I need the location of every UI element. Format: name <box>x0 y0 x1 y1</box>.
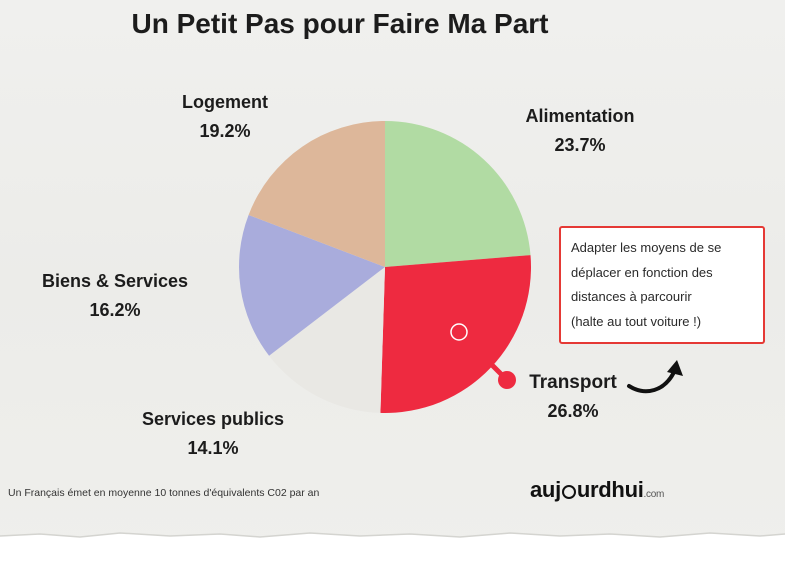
pie-slice-services-publics <box>269 267 385 413</box>
slice-label-alimentation: Alimentation 23.7% <box>495 102 665 160</box>
slice-label-services-publics: Services publics 14.1% <box>118 405 308 463</box>
pie-chart <box>239 121 531 414</box>
callout-line: distances à parcourir <box>571 289 692 304</box>
slice-name: Alimentation <box>525 106 635 126</box>
curved-arrow-icon <box>627 360 683 394</box>
slice-value: 16.2% <box>89 300 141 320</box>
callout-line: (halte au tout voiture !) <box>571 313 702 329</box>
slice-label-biens-services: Biens & Services 16.2% <box>20 267 210 325</box>
pie-slice-alimentation <box>385 121 531 267</box>
slice-value: 26.8% <box>547 401 599 421</box>
slice-label-transport: Transport 26.8% <box>518 368 628 426</box>
transport-advice-callout: Adapter les moyens de se déplacer en fon… <box>559 226 765 344</box>
slice-name: Biens & Services <box>41 271 189 291</box>
slice-value: 23.7% <box>554 135 606 155</box>
aujourdhui-logo: auj urdhui.com <box>530 477 665 502</box>
transport-leader-line <box>450 323 516 389</box>
pie-slice-biens-services <box>239 214 385 356</box>
callout-line: déplacer en fonction des <box>571 264 713 280</box>
slice-name: Transport <box>529 372 617 393</box>
slice-name: Services publics <box>141 409 285 429</box>
slice-label-logement: Logement 19.2% <box>145 88 305 146</box>
callout-line: Adapter les moyens de se <box>571 240 722 255</box>
footnote: Un Français émet en moyenne 10 tonnes d'… <box>8 487 320 499</box>
logo-o-icon <box>561 485 576 499</box>
slice-name: Logement <box>181 92 268 112</box>
slice-value: 14.1% <box>187 438 239 458</box>
torn-paper-edge <box>0 532 785 563</box>
chart-title: Un Petit Pas pour Faire Ma Part <box>131 8 549 39</box>
slice-value: 19.2% <box>199 121 251 141</box>
pie-slice-logement <box>248 121 385 267</box>
